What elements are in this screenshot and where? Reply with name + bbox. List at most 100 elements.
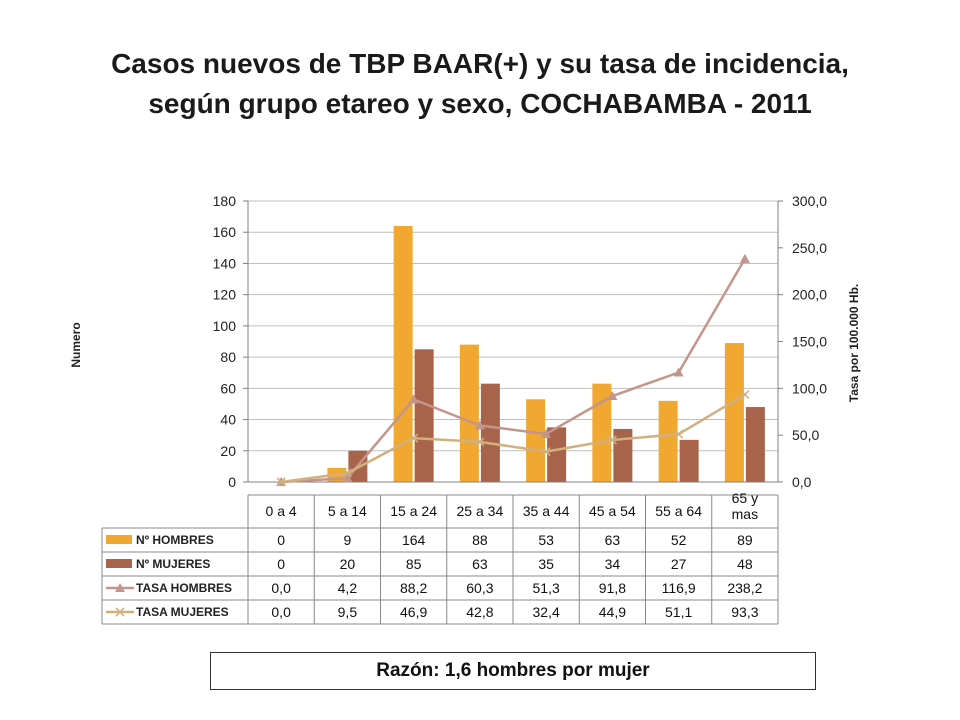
table-cell: 27	[671, 556, 687, 572]
y2-axis-label: Tasa por 100.000 Hb.	[847, 284, 861, 403]
table-cell: 20	[340, 556, 356, 572]
y2-tick-label: 200,0	[792, 287, 827, 303]
bar-hombres	[526, 399, 546, 482]
title-line-1: Casos nuevos de TBP BAAR(+) y su tasa de…	[111, 48, 849, 79]
legend-label: Nº MUJERES	[136, 557, 210, 571]
table-cell: 52	[671, 532, 687, 548]
point-tasa-hombres	[607, 391, 618, 401]
legend-key	[106, 559, 132, 568]
y-tick-label: 120	[213, 287, 237, 303]
table-cell: 48	[737, 556, 753, 572]
point-tasa-hombres	[408, 394, 419, 404]
table-cell: 0	[277, 556, 285, 572]
table-cell: 51,3	[533, 580, 560, 596]
x-tick-label: 45 a 54	[589, 503, 636, 519]
table-cell: 9,5	[338, 604, 358, 620]
x-tick-label: mas	[732, 506, 758, 522]
bar-mujeres	[547, 427, 567, 482]
bar-mujeres	[745, 407, 765, 482]
ratio-text: Razón: 1,6 hombres por mujer	[376, 660, 650, 681]
table-cell: 88	[472, 532, 488, 548]
y-tick-label: 40	[220, 412, 236, 428]
ratio-box: Razón: 1,6 hombres por mujer	[210, 652, 816, 690]
y-tick-label: 0	[228, 474, 236, 490]
table-cell: 60,3	[466, 580, 493, 596]
table-cell: 35	[538, 556, 554, 572]
y-tick-label: 60	[220, 380, 236, 396]
combo-chart: 0 20 40 60 80 100 120 140 160 180 0,0 50,0 100,0 150,…	[69, 193, 861, 625]
table-cell: 88,2	[400, 580, 427, 596]
point-tasa-mujeres	[276, 477, 286, 487]
point-tasa-mujeres	[607, 435, 617, 445]
y2-tick-label: 0,0	[792, 474, 812, 490]
table-cell: 91,8	[599, 580, 626, 596]
y-tick-label: 140	[213, 255, 237, 271]
table-cell: 238,2	[727, 580, 762, 596]
line-tasa-hombres	[281, 258, 746, 484]
legend-label: TASA HOMBRES	[136, 581, 232, 595]
point-tasa-hombres	[673, 367, 684, 377]
bar-mujeres	[414, 349, 434, 482]
bar-hombres	[592, 383, 612, 482]
x-tick-label: 55 a 64	[655, 503, 702, 519]
y2-tick-label: 50,0	[792, 427, 819, 443]
table-cell: 42,8	[466, 604, 493, 620]
legend-marker	[115, 607, 125, 617]
x-tick-label: 15 a 24	[390, 503, 437, 519]
table-cell: 63	[605, 532, 621, 548]
table-cell: 51,1	[665, 604, 692, 620]
y-tick-label: 80	[220, 349, 236, 365]
point-tasa-hombres	[541, 428, 552, 438]
table-cell: 63	[472, 556, 488, 572]
bar-mujeres	[679, 439, 699, 482]
table-cell: 34	[605, 556, 621, 572]
bar-hombres	[724, 343, 744, 482]
legend-marker	[115, 583, 125, 592]
title-line-2: según grupo etareo y sexo, COCHABAMBA - …	[148, 88, 812, 119]
table-cell: 93,3	[731, 604, 758, 620]
table-cell: 4,2	[338, 580, 358, 596]
y-axis-label: Numero	[69, 322, 83, 367]
legend-label: Nº HOMBRES	[136, 533, 214, 547]
y-tick-label: 20	[220, 443, 236, 459]
table-cell: 116,9	[662, 580, 696, 596]
table-cell: 85	[406, 556, 422, 572]
table-cell: 164	[402, 532, 426, 548]
table-cell: 44,9	[599, 604, 626, 620]
y-tick-label: 100	[213, 318, 237, 334]
point-tasa-hombres	[342, 473, 353, 483]
legend-key	[106, 535, 132, 544]
chart-title: Casos nuevos de TBP BAAR(+) y su tasa de…	[0, 44, 960, 124]
table-cell: 32,4	[533, 604, 560, 620]
y-tick-label: 160	[213, 224, 237, 240]
y2-tick-label: 150,0	[792, 334, 827, 350]
legend-label: TASA MUJERES	[136, 605, 229, 619]
bar-hombres	[658, 400, 678, 482]
point-tasa-mujeres	[342, 468, 352, 478]
x-tick-label: 0 a 4	[266, 503, 297, 519]
y-tick-label: 180	[213, 193, 237, 209]
x-tick-label: 35 a 44	[523, 503, 570, 519]
point-tasa-hombres	[739, 253, 750, 263]
table-cell: 0,0	[271, 580, 291, 596]
point-tasa-mujeres	[475, 437, 485, 447]
y2-tick-label: 100,0	[792, 380, 827, 396]
y2-tick-label: 300,0	[792, 193, 827, 209]
point-tasa-hombres	[474, 420, 485, 430]
x-tick-label: 25 a 34	[457, 503, 504, 519]
bar-mujeres	[480, 383, 500, 482]
table-cell: 89	[737, 532, 753, 548]
point-tasa-mujeres	[674, 429, 684, 439]
x-tick-label: 65 y	[732, 490, 758, 506]
bar-mujeres	[613, 428, 633, 482]
table-cell: 9	[343, 532, 351, 548]
table-cell: 0,0	[271, 604, 291, 620]
point-tasa-mujeres	[541, 447, 551, 457]
table-cell: 0	[277, 532, 285, 548]
x-tick-label: 5 a 14	[328, 503, 367, 519]
bar-hombres	[459, 344, 479, 482]
line-tasa-mujeres	[280, 393, 746, 484]
table-cell: 46,9	[400, 604, 427, 620]
table-cell: 53	[538, 532, 554, 548]
point-tasa-mujeres	[409, 433, 419, 443]
